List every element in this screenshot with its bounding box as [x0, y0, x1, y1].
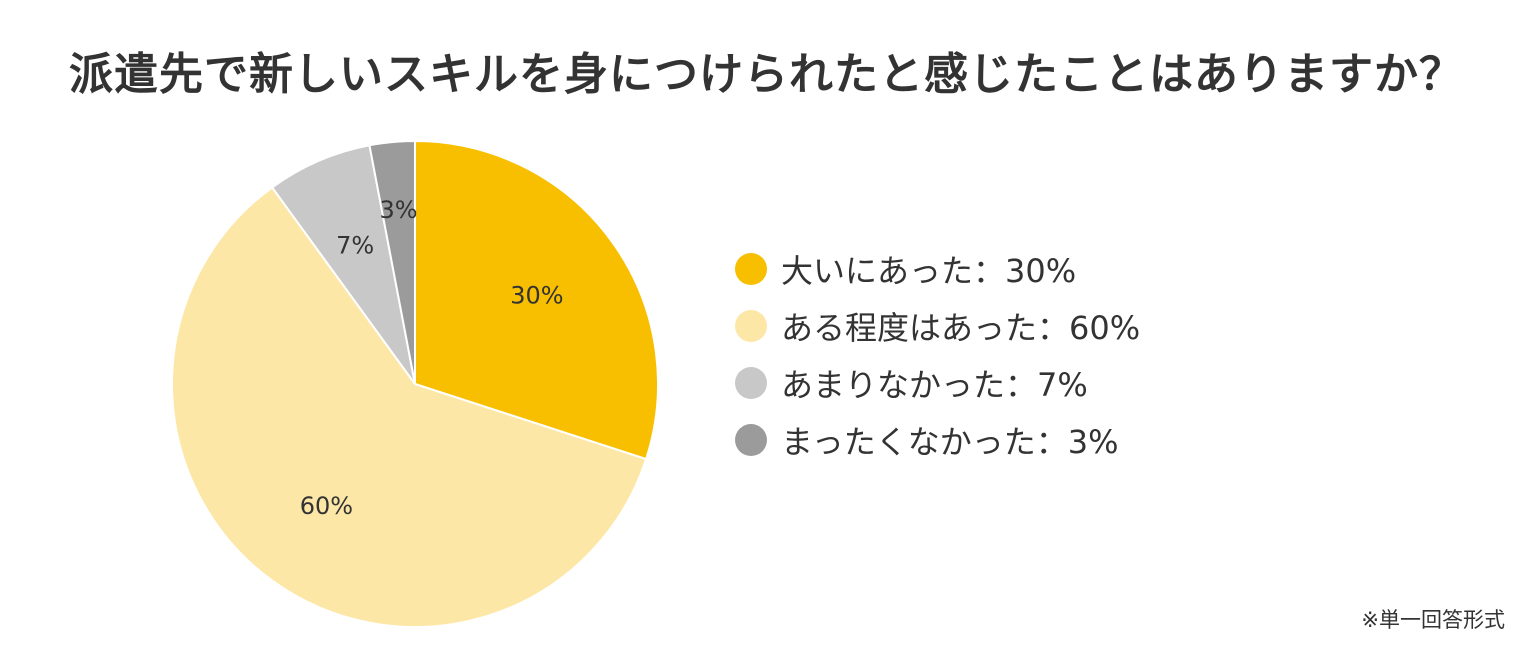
- legend-item: あまりなかった：7%: [735, 354, 1140, 411]
- slice-value-label: 60%: [300, 492, 353, 520]
- pie-slice: [270, 144, 416, 385]
- legend-item: まったくなかった：3%: [735, 411, 1140, 468]
- legend-swatch: [735, 423, 767, 456]
- pie-slice: [414, 139, 660, 461]
- footnote: ※単一回答形式: [1361, 608, 1505, 632]
- pie-slice: [171, 186, 648, 628]
- legend-label: 大いにあった：30%: [781, 251, 1077, 290]
- legend-swatch: [735, 309, 767, 342]
- slice-value-label: 30%: [510, 281, 563, 309]
- legend-item: 大いにあった：30%: [735, 240, 1140, 297]
- slice-value-label: 7%: [336, 232, 374, 260]
- chart-title: 派遣先で新しいスキルを身につけられたと感じたことはありますか？: [69, 49, 1464, 100]
- pie-slice: [368, 139, 416, 385]
- legend-label: あまりなかった：7%: [781, 365, 1088, 404]
- legend-label: ある程度はあった：60%: [781, 308, 1141, 347]
- legend-swatch: [735, 366, 767, 399]
- legend-item: ある程度はあった：60%: [735, 297, 1140, 354]
- legend: 大いにあった：30% ある程度はあった：60% あまりなかった：7% まったくな…: [735, 240, 1140, 468]
- slice-value-label: 3%: [379, 196, 417, 224]
- legend-label: まったくなかった：3%: [781, 422, 1119, 461]
- legend-swatch: [735, 252, 767, 285]
